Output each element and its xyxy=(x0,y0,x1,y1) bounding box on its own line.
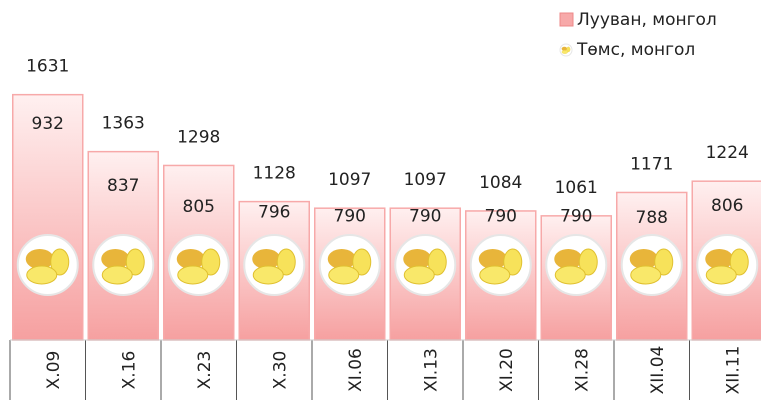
x-tick-label: X.30 xyxy=(270,351,290,390)
potato-value-label: 806 xyxy=(711,196,743,216)
icon-part xyxy=(480,266,510,284)
icon-part xyxy=(27,266,57,284)
page: 1631 932 X.09 1363 837 X.16 1298 805 X.23 1128 796… xyxy=(0,0,761,403)
potato-icon xyxy=(697,235,757,295)
legend-label: Төмс, монгол xyxy=(576,40,695,60)
bar-value-label: 1298 xyxy=(177,127,220,147)
potato-value-label: 837 xyxy=(107,176,139,196)
potato-value-label: 796 xyxy=(258,203,290,223)
legend-label: Лууван, монгол xyxy=(577,10,717,30)
x-tick-label: X.09 xyxy=(44,351,64,390)
x-tick-label: XI.28 xyxy=(572,348,592,392)
icon-part xyxy=(562,50,568,54)
potato-icon xyxy=(93,235,153,295)
potato-value-label: 790 xyxy=(560,207,592,227)
icon-part xyxy=(706,266,736,284)
potato-icon xyxy=(622,235,682,295)
x-tick-label: XII.11 xyxy=(723,346,743,395)
icon-part xyxy=(178,266,208,284)
bar-value-label: 1097 xyxy=(328,170,371,190)
legend-swatch xyxy=(560,13,573,26)
bar-value-label: 1631 xyxy=(26,57,69,77)
bar-value-label: 1061 xyxy=(555,178,598,198)
bar-value-label: 1363 xyxy=(102,114,145,134)
chart: 1631 932 X.09 1363 837 X.16 1298 805 X.23 1128 796… xyxy=(0,0,761,403)
icon-part xyxy=(102,266,132,284)
potato-value-label: 790 xyxy=(334,207,366,227)
x-tick-label: X.23 xyxy=(195,351,215,390)
x-tick-label: XI.06 xyxy=(346,348,366,392)
potato-icon xyxy=(18,235,78,295)
potato-icon xyxy=(560,44,572,56)
bar-value-label: 1097 xyxy=(404,170,447,190)
icon-part xyxy=(631,266,661,284)
bar-value-label: 1128 xyxy=(253,164,296,184)
x-tick-label: XI.13 xyxy=(421,348,441,392)
potato-value-label: 788 xyxy=(636,208,668,228)
icon-part xyxy=(555,266,585,284)
potato-icon xyxy=(320,235,380,295)
x-tick-label: XI.20 xyxy=(497,348,517,392)
icon-part xyxy=(404,266,434,284)
potato-value-label: 932 xyxy=(32,114,64,134)
potato-value-label: 790 xyxy=(409,207,441,227)
potato-icon xyxy=(395,235,455,295)
potato-icon xyxy=(169,235,229,295)
bar-value-label: 1084 xyxy=(479,173,522,193)
x-tick-label: XII.04 xyxy=(648,346,668,395)
x-tick-label: X.16 xyxy=(119,351,139,390)
potato-icon xyxy=(244,235,304,295)
icon-part xyxy=(253,266,283,284)
potato-value-label: 790 xyxy=(485,207,517,227)
potato-icon xyxy=(546,235,606,295)
bar-value-label: 1224 xyxy=(706,143,749,163)
bar-value-label: 1171 xyxy=(630,154,673,174)
potato-value-label: 805 xyxy=(183,197,215,217)
icon-part xyxy=(329,266,359,284)
potato-icon xyxy=(471,235,531,295)
